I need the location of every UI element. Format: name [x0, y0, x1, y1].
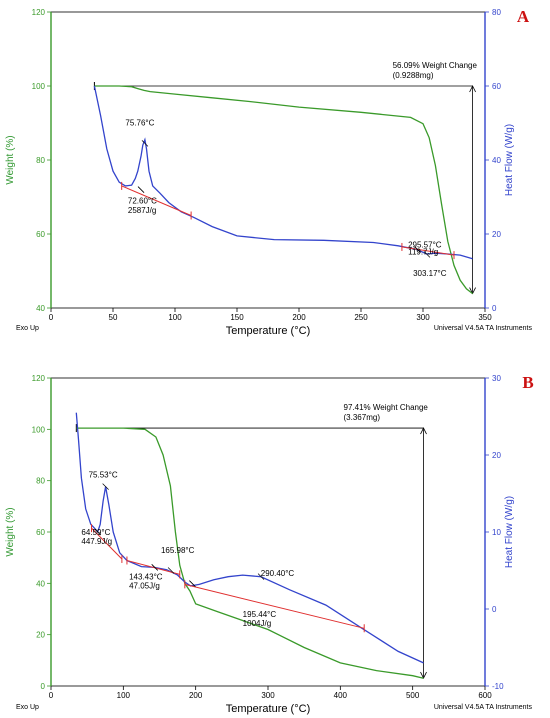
y-right-tick-label: 30	[492, 374, 501, 383]
x-tick-label: 300	[261, 691, 275, 700]
weight-change-arrow-top	[469, 85, 476, 93]
y-right-tick-label: 60	[492, 82, 501, 91]
peak-annotation: 165.98°C	[161, 546, 195, 555]
x-tick-label: 250	[354, 313, 368, 322]
y-right-axis-title: Heat Flow (W/g)	[504, 124, 515, 196]
peak-annotation: 75.76°C	[125, 119, 154, 128]
peak-annotation: 64.59°C	[81, 528, 110, 537]
y-left-tick-label: 80	[36, 477, 45, 486]
y-right-tick-label: -10	[492, 682, 504, 691]
peak-annotation: 75.53°C	[89, 470, 118, 479]
y-right-tick-label: 20	[492, 230, 501, 239]
heat-flow-curve	[75, 412, 424, 664]
peak-annotation: 2587J/g	[128, 206, 156, 215]
x-tick-label: 300	[416, 313, 430, 322]
y-right-tick-label: 80	[492, 8, 501, 17]
y-left-tick-label: 80	[36, 156, 45, 165]
footer-exo-up: Exo Up	[16, 325, 39, 332]
y-right-tick-label: 20	[492, 451, 501, 460]
y-left-axis-title: Weight (%)	[5, 507, 16, 556]
x-tick-label: 0	[49, 313, 54, 322]
peak-annotation: 295.57°C	[408, 240, 442, 249]
x-tick-label: 0	[49, 691, 54, 700]
panel-label: A	[517, 7, 530, 26]
y-right-axis-title: Heat Flow (W/g)	[504, 496, 515, 568]
peak-annotation: 1004J/g	[243, 619, 271, 628]
peak-annotation: 119.7J/g	[408, 248, 438, 257]
y-right-tick-label: 40	[492, 156, 501, 165]
footer-instrument: Universal V4.5A TA Instruments	[434, 325, 533, 332]
integration-baseline	[121, 185, 192, 216]
peak-annotation: 143.43°C	[129, 573, 163, 582]
y-right-tick-label: 0	[492, 605, 497, 614]
peak-marker	[257, 573, 265, 580]
footer-exo-up: Exo Up	[16, 704, 39, 711]
x-axis-title: Temperature (°C)	[226, 703, 310, 715]
peak-marker	[141, 140, 149, 147]
integration-baseline	[184, 583, 365, 629]
peak-marker	[423, 251, 431, 258]
y-left-tick-label: 60	[36, 230, 45, 239]
weight-change-mass: (3.367mg)	[344, 413, 381, 422]
y-right-tick-label: 0	[492, 304, 497, 313]
integration-baseline	[126, 560, 180, 575]
peak-marker	[137, 186, 145, 193]
y-left-tick-label: 20	[36, 631, 45, 640]
weight-change-mass: (0.9288mg)	[393, 71, 434, 80]
y-left-tick-label: 120	[32, 374, 46, 383]
heat-flow-curve	[93, 85, 473, 260]
peak-annotation: 195.44°C	[243, 610, 277, 619]
x-tick-label: 600	[478, 691, 492, 700]
y-left-tick-label: 40	[36, 304, 45, 313]
peak-annotation: 303.17°C	[413, 269, 447, 278]
x-tick-label: 150	[230, 313, 244, 322]
y-left-tick-label: 40	[36, 579, 45, 588]
x-tick-label: 400	[334, 691, 348, 700]
x-tick-label: 100	[168, 313, 182, 322]
x-tick-label: 350	[478, 313, 492, 322]
integration-baseline	[91, 527, 123, 560]
weight-change-label: 56.09% Weight Change	[393, 61, 478, 70]
x-tick-label: 200	[292, 313, 306, 322]
y-left-tick-label: 120	[32, 8, 46, 17]
x-tick-label: 500	[406, 691, 420, 700]
y-right-tick-label: 10	[492, 528, 501, 537]
integration-baseline	[401, 246, 455, 256]
plot-frame	[50, 11, 486, 309]
peak-marker	[414, 246, 421, 253]
footer-instrument: Universal V4.5A TA Instruments	[434, 704, 533, 711]
weight-curve	[94, 85, 473, 295]
peak-marker	[189, 580, 196, 587]
y-left-tick-label: 100	[32, 425, 46, 434]
y-left-tick-label: 100	[32, 82, 46, 91]
x-tick-label: 100	[117, 691, 131, 700]
peak-marker	[94, 528, 101, 536]
peak-annotation: 290.40°C	[261, 569, 295, 578]
plot-frame	[50, 377, 486, 687]
y-left-tick-label: 0	[41, 682, 46, 691]
peak-marker	[102, 483, 109, 490]
peak-marker	[151, 564, 158, 571]
y-left-tick-label: 60	[36, 528, 45, 537]
x-tick-label: 200	[189, 691, 203, 700]
panel-label: B	[522, 373, 533, 392]
peak-annotation: 72.60°C	[128, 197, 157, 206]
peak-annotation: 447.9J/g	[81, 537, 112, 546]
peak-annotation: 47.05J/g	[129, 582, 160, 591]
y-left-axis-title: Weight (%)	[5, 135, 16, 184]
x-tick-label: 50	[109, 313, 118, 322]
weight-change-label: 97.41% Weight Change	[344, 403, 429, 412]
x-axis-title: Temperature (°C)	[226, 325, 310, 337]
weight-change-arrow-top	[420, 427, 427, 435]
weight-curve	[76, 427, 424, 679]
peak-marker	[167, 567, 175, 574]
